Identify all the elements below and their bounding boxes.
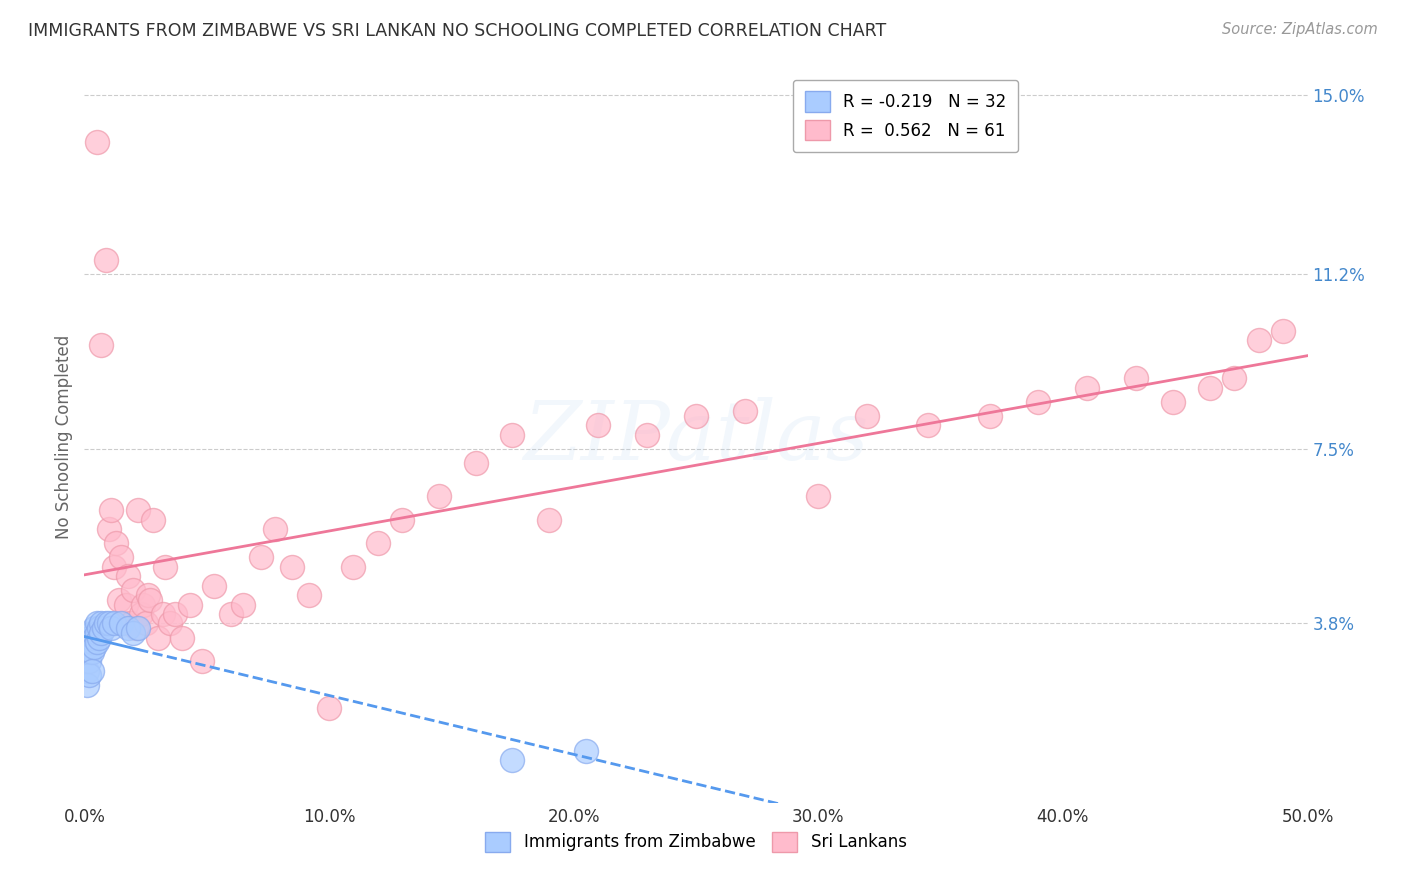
Point (318, 701, 340, 715)
Point (103, 559, 125, 574)
Point (427, 489, 450, 503)
Point (100, 621, 122, 635)
Point (464, 456, 486, 470)
Point (1028, 394, 1050, 409)
Point (191, 654, 214, 668)
Point (90, 626, 112, 640)
Point (342, 559, 364, 574)
Point (112, 616, 135, 631)
Point (502, 427, 524, 442)
Point (97, 616, 120, 631)
Point (575, 744, 598, 758)
Point (100, 503, 122, 517)
Point (159, 616, 181, 631)
Point (132, 598, 155, 612)
Point (172, 631, 194, 645)
Point (281, 559, 304, 574)
Point (129, 607, 152, 621)
Point (163, 607, 186, 621)
Point (90, 616, 112, 631)
Point (391, 513, 413, 527)
Point (122, 626, 145, 640)
Point (917, 418, 939, 433)
Point (127, 621, 149, 635)
Legend: Immigrants from Zimbabwe, Sri Lankans: Immigrants from Zimbabwe, Sri Lankans (477, 823, 915, 860)
Point (298, 588, 321, 602)
Point (202, 579, 225, 593)
Point (83, 621, 105, 635)
Point (125, 621, 148, 635)
Point (502, 753, 524, 767)
Point (179, 598, 201, 612)
Point (96, 616, 118, 631)
Point (76, 664, 98, 678)
Point (538, 513, 561, 527)
Point (127, 503, 149, 517)
Point (90, 338, 112, 352)
Point (232, 598, 254, 612)
Point (103, 616, 125, 631)
Point (86, 616, 108, 631)
Point (122, 583, 145, 598)
Point (80, 626, 103, 640)
Point (1198, 380, 1220, 394)
Point (76, 640, 98, 654)
Point (86, 635, 108, 649)
Point (856, 409, 879, 423)
Point (83, 631, 105, 645)
Point (110, 550, 132, 565)
Point (107, 593, 129, 607)
Point (685, 409, 707, 423)
Y-axis label: No Schooling Completed: No Schooling Completed (55, 335, 73, 539)
Point (219, 607, 242, 621)
Point (636, 427, 658, 442)
Point (80, 664, 103, 678)
Point (139, 593, 162, 607)
Point (367, 536, 389, 550)
Point (110, 616, 132, 631)
Point (87, 621, 110, 635)
Point (105, 536, 128, 550)
Point (249, 550, 271, 565)
Point (93, 621, 115, 635)
Point (135, 616, 157, 631)
Point (77, 631, 100, 645)
Point (86, 135, 108, 149)
Point (115, 598, 138, 612)
Text: IMMIGRANTS FROM ZIMBABWE VS SRI LANKAN NO SCHOOLING COMPLETED CORRELATION CHART: IMMIGRANTS FROM ZIMBABWE VS SRI LANKAN N… (28, 22, 886, 40)
Point (807, 489, 830, 503)
Point (117, 621, 139, 635)
Point (83, 640, 105, 654)
Point (1161, 394, 1184, 409)
Point (142, 513, 165, 527)
Point (77, 645, 100, 659)
Point (979, 409, 1001, 423)
Point (96, 253, 118, 268)
Point (87, 631, 110, 645)
Point (77, 654, 100, 668)
Point (97, 522, 120, 536)
Point (77, 668, 100, 682)
Point (734, 404, 756, 418)
Point (76, 678, 98, 692)
Text: Source: ZipAtlas.com: Source: ZipAtlas.com (1222, 22, 1378, 37)
Text: ZIPatlas: ZIPatlas (523, 397, 869, 477)
Point (146, 631, 169, 645)
Point (136, 588, 159, 602)
Point (80, 645, 103, 659)
Point (1125, 371, 1147, 385)
Point (586, 418, 609, 433)
Point (117, 569, 139, 583)
Point (152, 607, 174, 621)
Point (1076, 380, 1098, 394)
Point (264, 522, 287, 536)
Point (1223, 371, 1246, 385)
Point (153, 559, 176, 574)
Point (1247, 334, 1270, 348)
Point (80, 635, 103, 649)
Point (120, 616, 142, 631)
Point (86, 626, 108, 640)
Point (1272, 324, 1295, 338)
